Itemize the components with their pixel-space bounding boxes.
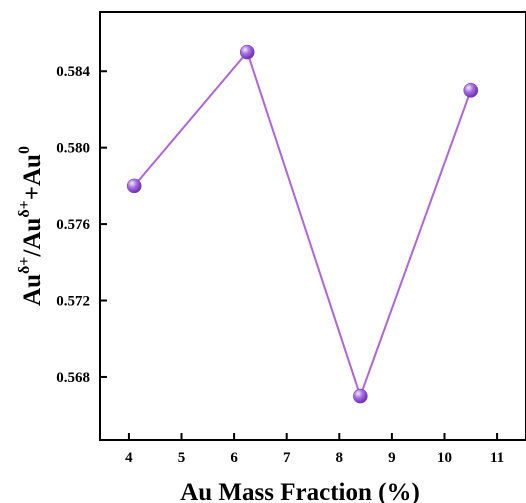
data-point xyxy=(239,44,255,60)
plot-frame xyxy=(99,11,526,441)
data-point xyxy=(126,178,142,194)
data-point xyxy=(353,388,368,404)
x-tick-label: 10 xyxy=(437,450,452,466)
y-tick-label: 0.572 xyxy=(56,294,90,310)
x-tick-label: 4 xyxy=(125,450,133,466)
x-axis-title: Au Mass Fraction (%) xyxy=(180,479,420,503)
series-group xyxy=(126,44,479,404)
x-tick-label: 11 xyxy=(490,450,504,466)
x-tick-label: 9 xyxy=(388,450,396,466)
y-axis-title-plus: +Au xyxy=(19,154,46,200)
y-axis-title-sup1: δ+ xyxy=(16,257,33,274)
y-axis-ticks: 0.568 0.572 0.576 0.580 0.584 xyxy=(56,64,107,386)
y-tick-label: 0.576 xyxy=(56,217,90,233)
x-tick-label: 5 xyxy=(178,450,186,466)
x-tick-label: 7 xyxy=(283,450,291,466)
y-tick-label: 0.580 xyxy=(56,141,90,157)
x-tick-label: 8 xyxy=(336,450,344,466)
y-tick-label: 0.584 xyxy=(56,64,90,80)
x-tick-label: 6 xyxy=(230,450,238,466)
y-axis-title-sep: /Au xyxy=(19,218,46,258)
data-point xyxy=(463,83,479,98)
y-axis-title-sup2: δ+ xyxy=(16,200,33,217)
y-axis-title: Auδ+/Auδ++Au0 xyxy=(16,146,46,306)
series-line xyxy=(133,50,472,400)
y-axis-title-sup3: 0 xyxy=(16,146,33,154)
y-tick-label: 0.568 xyxy=(56,370,90,386)
y-axis-title-au: Au xyxy=(19,274,46,306)
x-axis-ticks: 4 5 6 7 8 9 10 11 xyxy=(125,433,504,466)
